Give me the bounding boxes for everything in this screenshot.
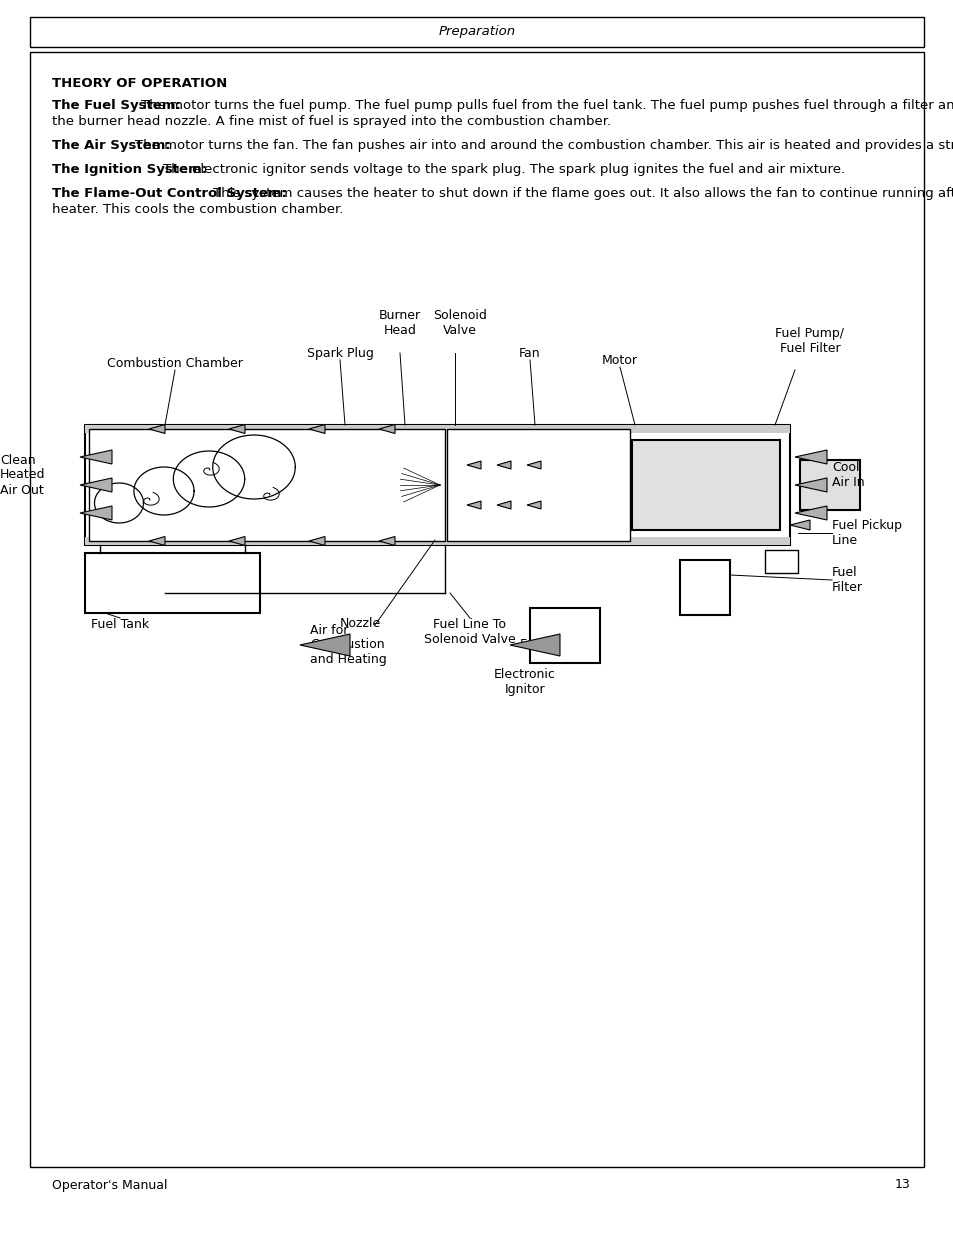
Text: Cool
Air In: Cool Air In <box>831 461 863 489</box>
Text: Clean
Heated
Air Out: Clean Heated Air Out <box>0 453 46 496</box>
Polygon shape <box>309 425 325 433</box>
Text: The Fuel System:: The Fuel System: <box>52 99 181 112</box>
Text: Preparation: Preparation <box>438 26 515 38</box>
Bar <box>89 429 444 541</box>
Bar <box>679 559 729 615</box>
Bar <box>85 425 789 545</box>
Text: Fuel Pickup
Line: Fuel Pickup Line <box>831 519 901 547</box>
Polygon shape <box>467 461 480 469</box>
Text: Air for
Combustion
and Heating: Air for Combustion and Heating <box>310 624 386 667</box>
Polygon shape <box>526 501 540 509</box>
Polygon shape <box>149 536 165 546</box>
Polygon shape <box>299 634 350 656</box>
Polygon shape <box>794 506 826 520</box>
Polygon shape <box>794 450 826 464</box>
Polygon shape <box>309 536 325 546</box>
Text: The motor turns the fuel pump. The fuel pump pulls fuel from the fuel tank. The : The motor turns the fuel pump. The fuel … <box>141 99 953 112</box>
Polygon shape <box>229 536 245 546</box>
Polygon shape <box>497 461 511 469</box>
Bar <box>85 425 789 433</box>
Text: 13: 13 <box>893 1178 909 1192</box>
Text: Spark Plug: Spark Plug <box>306 347 373 359</box>
Text: This system causes the heater to shut down if the flame goes out. It also allows: This system causes the heater to shut do… <box>213 186 953 200</box>
Polygon shape <box>80 478 112 492</box>
Polygon shape <box>80 506 112 520</box>
Bar <box>800 459 859 510</box>
Polygon shape <box>789 520 809 530</box>
Text: The Air System:: The Air System: <box>52 140 171 152</box>
Polygon shape <box>794 478 826 492</box>
Polygon shape <box>229 425 245 433</box>
Text: Combustion Chamber: Combustion Chamber <box>107 357 243 370</box>
Polygon shape <box>526 461 540 469</box>
Text: Fuel Pump/
Fuel Filter: Fuel Pump/ Fuel Filter <box>775 327 843 354</box>
Text: Electronic
Ignitor: Electronic Ignitor <box>494 668 556 697</box>
Text: the burner head nozzle. A fine mist of fuel is sprayed into the combustion chamb: the burner head nozzle. A fine mist of f… <box>52 115 611 128</box>
Text: The Ignition System:: The Ignition System: <box>52 163 207 177</box>
Bar <box>85 553 260 613</box>
Polygon shape <box>80 450 112 464</box>
Text: The electronic ignitor sends voltage to the spark plug. The spark plug ignites t: The electronic ignitor sends voltage to … <box>163 163 844 177</box>
Text: Fuel: Fuel <box>519 638 545 652</box>
Polygon shape <box>467 501 480 509</box>
Bar <box>764 550 797 573</box>
Text: Fuel Line To
Solenoid Valve: Fuel Line To Solenoid Valve <box>424 618 516 646</box>
Text: Fan: Fan <box>518 347 540 359</box>
Polygon shape <box>510 634 559 656</box>
Polygon shape <box>497 501 511 509</box>
Bar <box>447 429 629 541</box>
Text: THEORY OF OPERATION: THEORY OF OPERATION <box>52 77 227 90</box>
Text: Burner
Head: Burner Head <box>378 309 420 337</box>
Text: heater. This cools the combustion chamber.: heater. This cools the combustion chambe… <box>52 203 343 216</box>
Text: Operator's Manual: Operator's Manual <box>52 1178 168 1192</box>
Polygon shape <box>378 425 395 433</box>
Text: Motor: Motor <box>601 354 638 367</box>
Text: Solenoid
Valve: Solenoid Valve <box>433 309 486 337</box>
Bar <box>85 537 789 545</box>
Bar <box>30 17 923 47</box>
Text: The Flame-Out Control System:: The Flame-Out Control System: <box>52 186 287 200</box>
Polygon shape <box>149 425 165 433</box>
Polygon shape <box>378 536 395 546</box>
Text: Nozzle: Nozzle <box>339 618 380 630</box>
Text: Fuel Tank: Fuel Tank <box>91 618 149 631</box>
Text: The motor turns the fan. The fan pushes air into and around the combustion chamb: The motor turns the fan. The fan pushes … <box>135 140 953 152</box>
Bar <box>530 608 599 663</box>
Bar <box>631 440 780 530</box>
Text: Fuel
Filter: Fuel Filter <box>831 566 862 594</box>
